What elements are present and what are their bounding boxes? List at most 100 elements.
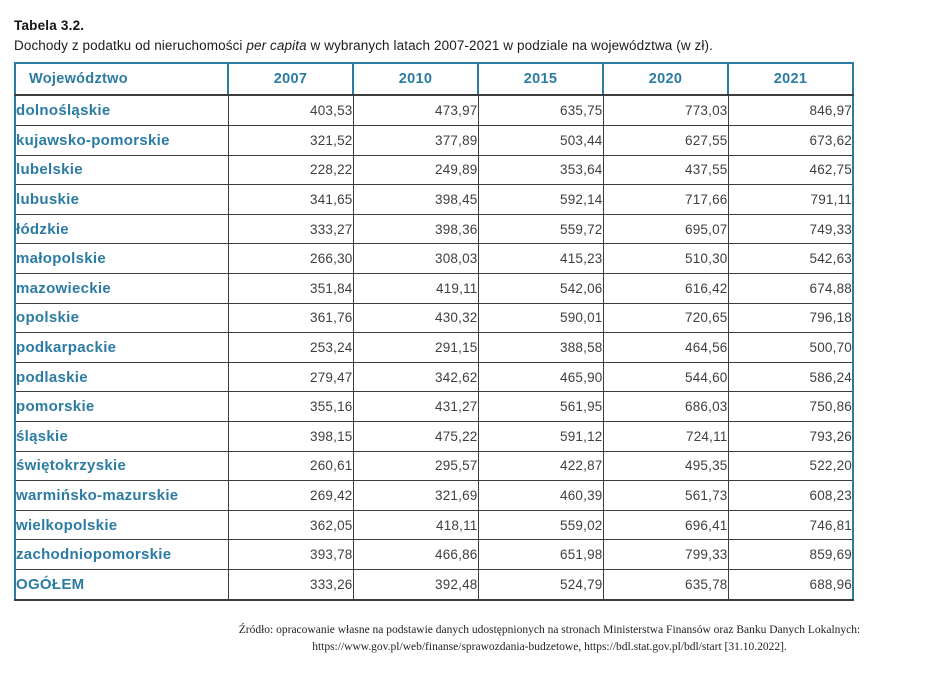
value-cell: 796,18 bbox=[727, 302, 854, 334]
voivodeship-name-cell: świętokrzyskie bbox=[14, 450, 229, 482]
value-cell: 635,75 bbox=[477, 94, 604, 127]
value-cell: 253,24 bbox=[227, 332, 354, 363]
value-cell: 308,03 bbox=[352, 243, 479, 274]
value-cell: 398,36 bbox=[352, 213, 479, 245]
table-header-row: Województwo 2007 2010 2015 2020 2021 bbox=[14, 62, 854, 97]
value-cell: 495,35 bbox=[602, 450, 729, 482]
value-cell: 266,30 bbox=[227, 243, 354, 274]
value-cell: 341,65 bbox=[227, 184, 354, 215]
value-cell: 749,33 bbox=[727, 213, 854, 245]
table-row: łódzkie 333,27 398,36 559,72 695,07 749,33 bbox=[14, 213, 854, 245]
value-cell: 388,58 bbox=[477, 332, 604, 363]
value-cell: 418,11 bbox=[352, 509, 479, 541]
source-footnote: Źródło: opracowanie własne na podstawie … bbox=[177, 622, 922, 658]
value-cell: 351,84 bbox=[227, 272, 354, 304]
value-cell: 321,52 bbox=[227, 125, 354, 156]
table-row: pomorskie 355,16 431,27 561,95 686,03 750,86 bbox=[14, 391, 854, 422]
value-cell: 465,90 bbox=[477, 361, 604, 393]
value-cell: 591,12 bbox=[477, 420, 604, 452]
value-cell: 342,62 bbox=[352, 361, 479, 393]
value-cell: 473,97 bbox=[352, 94, 479, 127]
voivodeship-name-cell: podkarpackie bbox=[14, 332, 229, 363]
value-cell: 333,27 bbox=[227, 213, 354, 245]
voivodeship-name-cell: małopolskie bbox=[14, 243, 229, 274]
column-header-2015: 2015 bbox=[477, 62, 604, 97]
table-body: dolnośląskie 403,53 473,97 635,75 773,03 846,… bbox=[14, 94, 854, 601]
table-row: małopolskie 266,30 308,03 415,23 510,30 542,6… bbox=[14, 243, 854, 274]
value-cell: 321,69 bbox=[352, 480, 479, 511]
value-cell: 791,11 bbox=[727, 184, 854, 215]
caption-text-post: w wybranych latach 2007-2021 w podziale … bbox=[306, 37, 713, 53]
table-row: świętokrzyskie 260,61 295,57 422,87 495,35 52… bbox=[14, 450, 854, 482]
value-cell: 333,26 bbox=[227, 568, 354, 601]
value-cell: 608,23 bbox=[727, 480, 854, 511]
value-cell: 627,55 bbox=[602, 125, 729, 156]
value-cell: 503,44 bbox=[477, 125, 604, 156]
voivodeship-name-cell: OGÓŁEM bbox=[14, 568, 229, 601]
table-number-title: Tabela 3.2. bbox=[14, 18, 85, 33]
value-cell: 673,62 bbox=[727, 125, 854, 156]
value-cell: 466,86 bbox=[352, 539, 479, 570]
value-cell: 686,03 bbox=[602, 391, 729, 422]
value-cell: 431,27 bbox=[352, 391, 479, 422]
value-cell: 475,22 bbox=[352, 420, 479, 452]
column-header-voivodeship: Województwo bbox=[14, 62, 229, 97]
value-cell: 859,69 bbox=[727, 539, 854, 570]
value-cell: 419,11 bbox=[352, 272, 479, 304]
value-cell: 696,41 bbox=[602, 509, 729, 541]
value-cell: 279,47 bbox=[227, 361, 354, 393]
value-cell: 635,78 bbox=[602, 568, 729, 601]
voivodeship-name-cell: opolskie bbox=[14, 302, 229, 334]
value-cell: 717,66 bbox=[602, 184, 729, 215]
value-cell: 260,61 bbox=[227, 450, 354, 482]
value-cell: 377,89 bbox=[352, 125, 479, 156]
value-cell: 561,95 bbox=[477, 391, 604, 422]
column-header-2021: 2021 bbox=[727, 62, 854, 97]
value-cell: 561,73 bbox=[602, 480, 729, 511]
voivodeship-name-cell: zachodniopomorskie bbox=[14, 539, 229, 570]
value-cell: 846,97 bbox=[727, 94, 854, 127]
value-cell: 688,96 bbox=[727, 568, 854, 601]
value-cell: 462,75 bbox=[727, 154, 854, 186]
value-cell: 392,48 bbox=[352, 568, 479, 601]
table-row: lubuskie 341,65 398,45 592,14 717,66 791,11 bbox=[14, 184, 854, 215]
table-row: kujawsko-pomorskie 321,52 377,89 503,44 627,… bbox=[14, 125, 854, 156]
value-cell: 228,22 bbox=[227, 154, 354, 186]
value-cell: 651,98 bbox=[477, 539, 604, 570]
value-cell: 430,32 bbox=[352, 302, 479, 334]
value-cell: 437,55 bbox=[602, 154, 729, 186]
voivodeship-name-cell: mazowieckie bbox=[14, 272, 229, 304]
value-cell: 295,57 bbox=[352, 450, 479, 482]
table-row: mazowieckie 351,84 419,11 542,06 616,42 674,8… bbox=[14, 272, 854, 304]
voivodeship-name-cell: śląskie bbox=[14, 420, 229, 452]
value-cell: 592,14 bbox=[477, 184, 604, 215]
value-cell: 799,33 bbox=[602, 539, 729, 570]
value-cell: 403,53 bbox=[227, 94, 354, 127]
table-row: dolnośląskie 403,53 473,97 635,75 773,03 846,… bbox=[14, 94, 854, 127]
source-footnote-line2: https://www.gov.pl/web/finanse/sprawozda… bbox=[312, 641, 787, 654]
voivodeship-name-cell: łódzkie bbox=[14, 213, 229, 245]
value-cell: 746,81 bbox=[727, 509, 854, 541]
table-caption: Dochody z podatku od nieruchomości per c… bbox=[14, 37, 924, 55]
table-row: śląskie 398,15 475,22 591,12 724,11 793,26 bbox=[14, 420, 854, 452]
value-cell: 500,70 bbox=[727, 332, 854, 363]
value-cell: 398,15 bbox=[227, 420, 354, 452]
table-row: opolskie 361,76 430,32 590,01 720,65 796,18 bbox=[14, 302, 854, 334]
value-cell: 464,56 bbox=[602, 332, 729, 363]
value-cell: 773,03 bbox=[602, 94, 729, 127]
caption-text-pre: Dochody z podatku od nieruchomości bbox=[14, 37, 247, 53]
column-header-2007: 2007 bbox=[227, 62, 354, 97]
column-header-2020: 2020 bbox=[602, 62, 729, 97]
voivodeship-name-cell: warmińsko-mazurskie bbox=[14, 480, 229, 511]
value-cell: 269,42 bbox=[227, 480, 354, 511]
value-cell: 750,86 bbox=[727, 391, 854, 422]
value-cell: 524,79 bbox=[477, 568, 604, 601]
voivodeship-name-cell: dolnośląskie bbox=[14, 94, 229, 127]
column-header-2010: 2010 bbox=[352, 62, 479, 97]
voivodeship-name-cell: wielkopolskie bbox=[14, 509, 229, 541]
value-cell: 695,07 bbox=[602, 213, 729, 245]
voivodeship-tax-table: Województwo 2007 2010 2015 2020 2021 dol… bbox=[14, 62, 854, 601]
value-cell: 542,06 bbox=[477, 272, 604, 304]
value-cell: 559,72 bbox=[477, 213, 604, 245]
